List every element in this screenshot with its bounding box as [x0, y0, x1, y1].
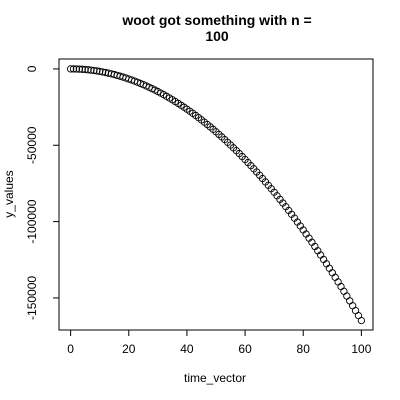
x-tick-label: 0	[67, 342, 74, 356]
y-tick-label: -100000	[25, 199, 39, 243]
data-point	[357, 316, 366, 325]
data-point	[90, 66, 98, 75]
data-point	[331, 273, 339, 281]
plot-frame	[58, 58, 374, 331]
data-points	[66, 65, 366, 325]
y-axis: 0 -50000 -100000 -150000	[25, 65, 60, 320]
y-tick-label: 0	[25, 65, 39, 72]
x-tick-label: 80	[297, 342, 311, 356]
data-point	[343, 292, 351, 300]
data-point	[337, 282, 345, 291]
data-point	[334, 278, 342, 286]
data-point	[69, 65, 78, 73]
y-axis-label: y_values	[2, 170, 16, 217]
data-point	[66, 65, 75, 73]
x-tick-label: 40	[180, 342, 194, 356]
data-point	[81, 65, 89, 74]
data-point	[78, 65, 86, 73]
data-point	[84, 66, 92, 74]
data-point	[93, 67, 101, 75]
x-axis-label: time_vector	[184, 371, 246, 385]
data-point	[87, 66, 95, 74]
y-tick-label: -50000	[25, 126, 39, 164]
data-point	[75, 65, 84, 73]
data-point	[346, 297, 354, 305]
data-point	[72, 65, 81, 73]
x-axis: 0 20 40 60 80 100	[67, 329, 372, 356]
data-point	[325, 264, 334, 272]
data-point	[328, 269, 336, 277]
y-tick-label: -150000	[25, 276, 39, 320]
x-tick-label: 20	[122, 342, 136, 356]
data-point	[340, 287, 348, 295]
chart-title-line-2: 100	[205, 28, 229, 44]
x-tick-label: 100	[351, 342, 371, 356]
chart-title-line-1: woot got something with n =	[121, 12, 311, 28]
x-tick-label: 60	[238, 342, 252, 356]
